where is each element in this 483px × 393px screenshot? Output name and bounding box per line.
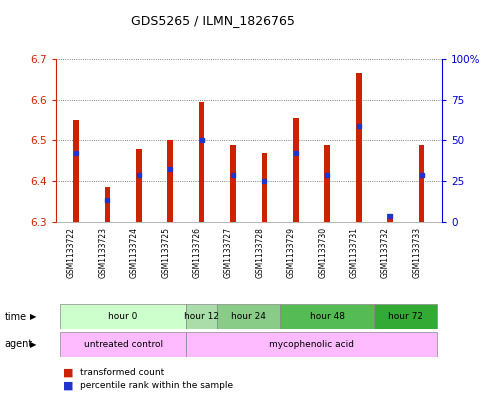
Bar bbox=[262, 153, 267, 222]
Bar bbox=[104, 187, 110, 222]
Bar bbox=[168, 141, 173, 222]
Text: GSM1133727: GSM1133727 bbox=[224, 227, 233, 278]
Text: ▶: ▶ bbox=[30, 312, 36, 321]
Bar bbox=[186, 304, 217, 329]
Text: ■: ■ bbox=[63, 367, 73, 378]
Text: GSM1133724: GSM1133724 bbox=[130, 227, 139, 278]
Bar bbox=[387, 214, 393, 222]
Bar bbox=[293, 118, 298, 222]
Text: hour 12: hour 12 bbox=[184, 312, 219, 321]
Text: GDS5265 / ILMN_1826765: GDS5265 / ILMN_1826765 bbox=[130, 14, 295, 27]
Text: GSM1133723: GSM1133723 bbox=[99, 227, 107, 278]
Text: untreated control: untreated control bbox=[84, 340, 163, 349]
Text: ▶: ▶ bbox=[30, 340, 36, 349]
Text: GSM1133722: GSM1133722 bbox=[67, 227, 76, 278]
Bar bbox=[60, 332, 186, 357]
Text: GSM1133730: GSM1133730 bbox=[318, 227, 327, 278]
Text: hour 72: hour 72 bbox=[388, 312, 423, 321]
Bar bbox=[325, 145, 330, 222]
Bar bbox=[419, 145, 425, 222]
Text: mycophenolic acid: mycophenolic acid bbox=[269, 340, 354, 349]
Text: GSM1133728: GSM1133728 bbox=[256, 227, 265, 278]
Text: ■: ■ bbox=[63, 381, 73, 391]
Bar bbox=[356, 73, 361, 222]
Text: GSM1133726: GSM1133726 bbox=[193, 227, 201, 278]
Bar bbox=[230, 145, 236, 222]
Text: GSM1133732: GSM1133732 bbox=[381, 227, 390, 278]
Text: GSM1133731: GSM1133731 bbox=[350, 227, 359, 278]
Text: GSM1133725: GSM1133725 bbox=[161, 227, 170, 278]
Bar bbox=[60, 304, 186, 329]
Bar bbox=[199, 102, 204, 222]
Text: hour 24: hour 24 bbox=[231, 312, 266, 321]
Text: transformed count: transformed count bbox=[80, 368, 164, 377]
Text: agent: agent bbox=[5, 340, 33, 349]
Text: percentile rank within the sample: percentile rank within the sample bbox=[80, 382, 233, 390]
Text: time: time bbox=[5, 312, 27, 321]
Bar bbox=[73, 120, 79, 222]
Bar bbox=[280, 304, 374, 329]
Text: GSM1133729: GSM1133729 bbox=[287, 227, 296, 278]
Text: hour 48: hour 48 bbox=[310, 312, 345, 321]
Bar bbox=[217, 304, 280, 329]
Bar bbox=[136, 149, 142, 222]
Bar bbox=[374, 304, 437, 329]
Bar bbox=[186, 332, 437, 357]
Text: GSM1133733: GSM1133733 bbox=[412, 227, 422, 278]
Text: hour 0: hour 0 bbox=[108, 312, 138, 321]
